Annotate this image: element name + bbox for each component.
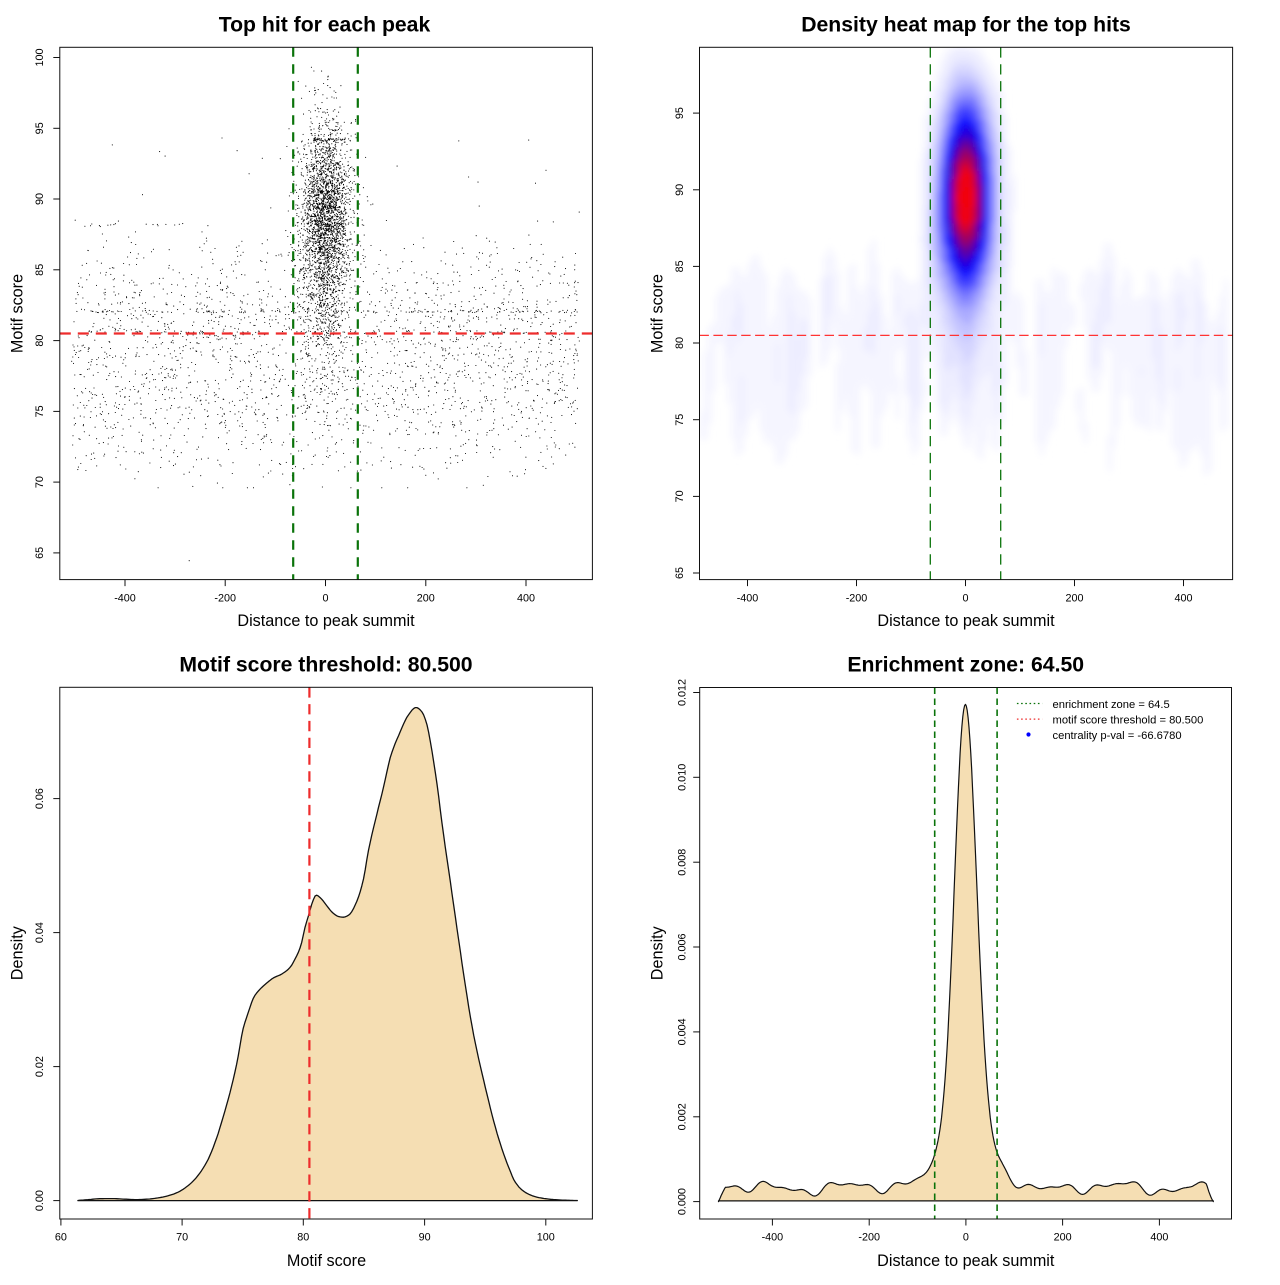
svg-text:Distance to peak summit: Distance to peak summit xyxy=(877,612,1055,630)
svg-text:-400: -400 xyxy=(737,593,759,605)
svg-text:Motif score: Motif score xyxy=(8,274,26,353)
svg-text:90: 90 xyxy=(34,193,46,205)
svg-text:90: 90 xyxy=(419,1232,431,1244)
svg-text:Motif score threshold: 80.500: Motif score threshold: 80.500 xyxy=(179,654,472,677)
svg-text:65: 65 xyxy=(674,567,686,579)
svg-text:95: 95 xyxy=(674,107,686,119)
svg-text:95: 95 xyxy=(34,122,46,134)
svg-text:0: 0 xyxy=(322,593,328,605)
svg-text:100: 100 xyxy=(34,48,46,66)
svg-text:200: 200 xyxy=(1065,593,1083,605)
svg-text:Density: Density xyxy=(648,925,666,980)
svg-text:0: 0 xyxy=(963,1232,969,1244)
svg-text:motif score threshold = 80.500: motif score threshold = 80.500 xyxy=(1053,714,1204,726)
svg-text:65: 65 xyxy=(34,547,46,559)
svg-text:75: 75 xyxy=(674,414,686,426)
svg-text:70: 70 xyxy=(176,1232,188,1244)
svg-text:-400: -400 xyxy=(114,593,136,605)
svg-text:400: 400 xyxy=(517,593,535,605)
svg-text:80: 80 xyxy=(297,1232,309,1244)
svg-text:400: 400 xyxy=(1174,593,1192,605)
svg-text:Density heat map for the top h: Density heat map for the top hits xyxy=(801,14,1131,37)
svg-text:100: 100 xyxy=(537,1232,555,1244)
svg-text:0.06: 0.06 xyxy=(34,788,46,809)
svg-text:0.006: 0.006 xyxy=(676,933,688,960)
svg-text:0.000: 0.000 xyxy=(676,1188,688,1215)
svg-text:200: 200 xyxy=(1054,1232,1072,1244)
svg-text:Distance to peak summit: Distance to peak summit xyxy=(877,1252,1055,1270)
svg-text:80: 80 xyxy=(34,335,46,347)
svg-text:80: 80 xyxy=(674,337,686,349)
svg-text:75: 75 xyxy=(34,405,46,417)
svg-text:0: 0 xyxy=(962,593,968,605)
svg-text:0.00: 0.00 xyxy=(34,1190,46,1211)
svg-text:0.002: 0.002 xyxy=(676,1103,688,1130)
svg-text:85: 85 xyxy=(34,264,46,276)
svg-text:-200: -200 xyxy=(846,593,868,605)
svg-text:0.010: 0.010 xyxy=(676,764,688,791)
svg-text:70: 70 xyxy=(674,490,686,502)
svg-text:85: 85 xyxy=(674,260,686,272)
svg-text:Enrichment zone: 64.50: Enrichment zone: 64.50 xyxy=(847,654,1084,677)
svg-text:Distance to peak summit: Distance to peak summit xyxy=(237,612,415,630)
svg-text:Motif score: Motif score xyxy=(648,274,666,353)
svg-text:Motif score: Motif score xyxy=(287,1252,366,1270)
svg-text:Density: Density xyxy=(8,925,26,980)
svg-text:400: 400 xyxy=(1150,1232,1168,1244)
svg-text:enrichment zone = 64.5: enrichment zone = 64.5 xyxy=(1053,699,1170,711)
svg-text:0.04: 0.04 xyxy=(34,922,46,943)
svg-text:70: 70 xyxy=(34,476,46,488)
svg-text:60: 60 xyxy=(55,1232,67,1244)
svg-text:0.004: 0.004 xyxy=(676,1018,688,1045)
svg-text:-200: -200 xyxy=(214,593,236,605)
svg-text:-400: -400 xyxy=(762,1232,784,1244)
svg-text:0.008: 0.008 xyxy=(676,849,688,876)
svg-text:0.012: 0.012 xyxy=(676,679,688,706)
svg-text:90: 90 xyxy=(674,184,686,196)
svg-text:-200: -200 xyxy=(858,1232,880,1244)
svg-text:0.02: 0.02 xyxy=(34,1056,46,1077)
svg-text:centrality p-val = -66.6780: centrality p-val = -66.6780 xyxy=(1053,730,1182,742)
svg-text:200: 200 xyxy=(417,593,435,605)
svg-text:Top hit for each peak: Top hit for each peak xyxy=(219,14,431,37)
